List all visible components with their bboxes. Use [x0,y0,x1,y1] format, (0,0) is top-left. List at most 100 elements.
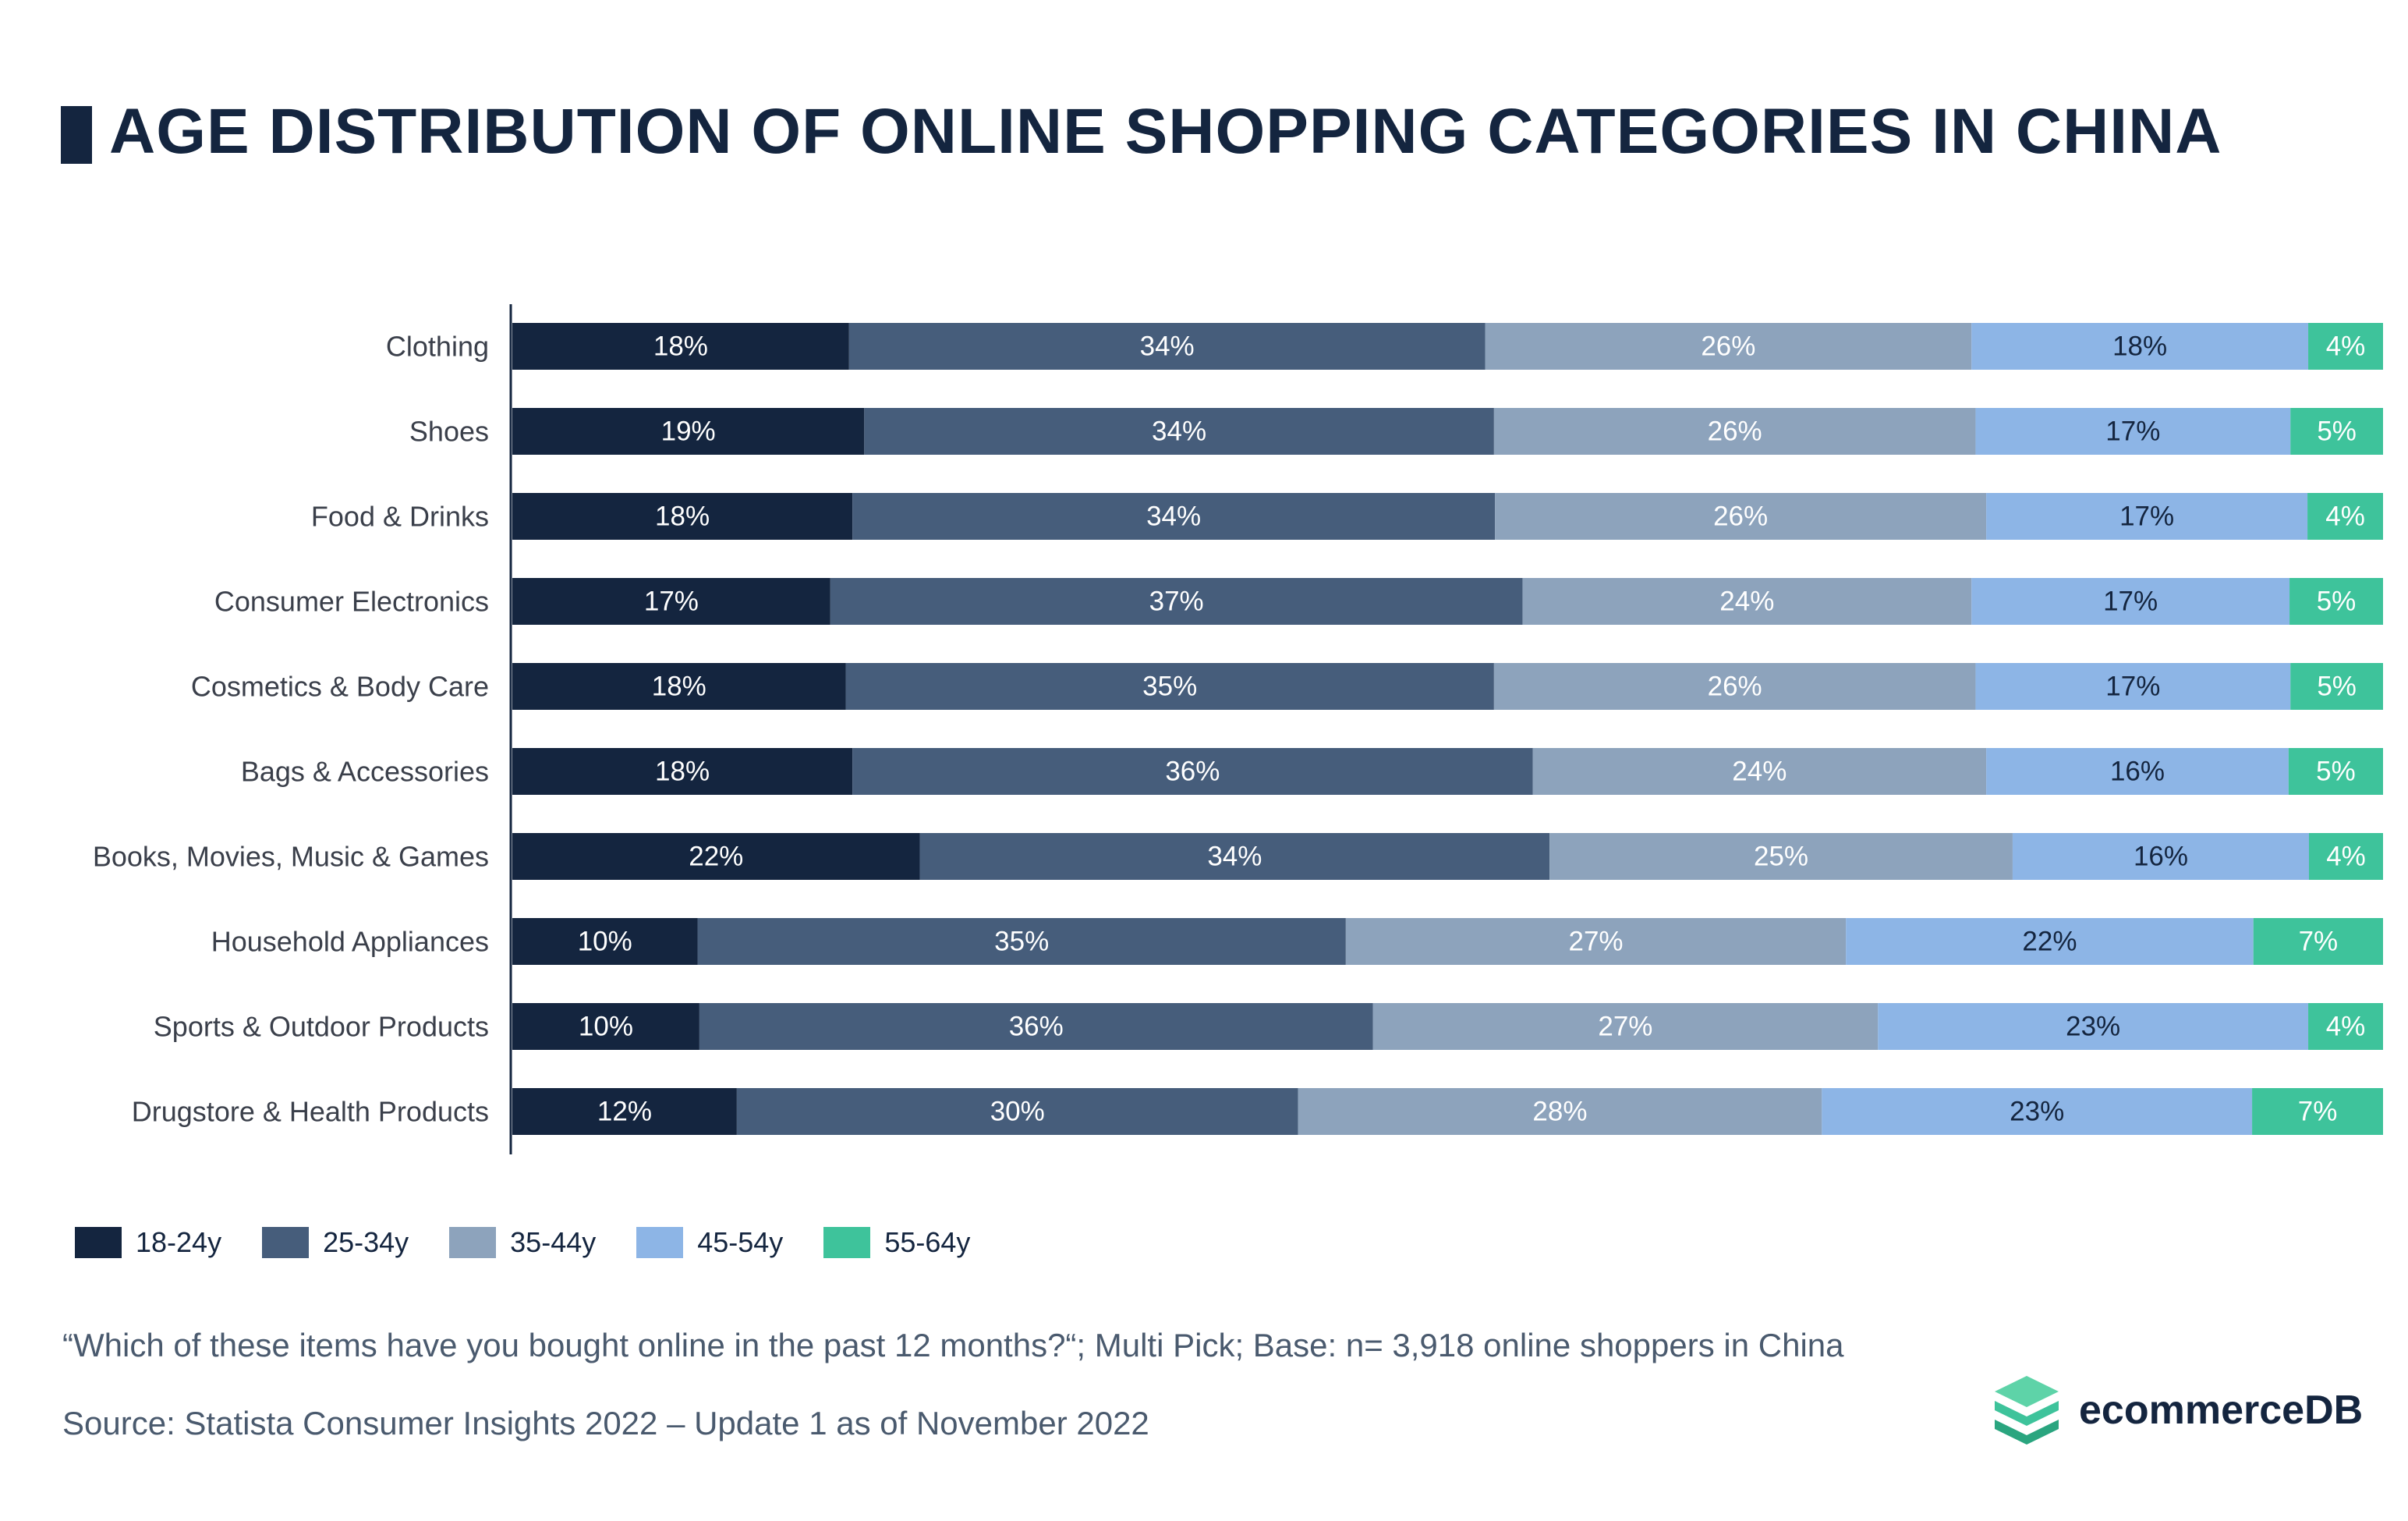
bar-segment [2288,748,2383,795]
bar-segment [512,323,849,370]
bar-segment [919,833,1550,880]
data-label: 34% [1152,417,1206,447]
bar-segment [1372,1003,1879,1050]
data-label: 4% [2325,502,2365,532]
data-label: 34% [1146,502,1201,532]
bar-segment [1549,833,2013,880]
legend-item: 18-24y [75,1226,221,1259]
data-label: 18% [655,757,710,787]
bar-segment [852,493,1496,540]
category-label: Drugstore & Health Products [132,1096,489,1128]
category-label: Shoes [409,416,489,448]
data-label: 24% [1732,757,1787,787]
bar-segment [512,493,853,540]
bar-segment [848,323,1486,370]
bar-segment [2012,833,2309,880]
bar-segment [512,748,853,795]
bar-segment [1493,408,1976,455]
bar-segment [1986,748,2289,795]
bar-segment [2308,833,2383,880]
bar-segment [699,1003,1373,1050]
bar-segment [736,1088,1298,1135]
bar-segment [1975,663,2291,710]
data-label: 7% [2299,927,2339,957]
data-label: 10% [578,927,632,957]
data-label: 35% [994,927,1049,957]
data-label: 26% [1708,672,1762,702]
category-label: Books, Movies, Music & Games [93,841,489,873]
legend-swatch [75,1227,122,1258]
bar-segment [2290,408,2383,455]
data-label: 4% [2326,1012,2366,1042]
stacked-layers-logo-icon [1995,1376,2059,1445]
data-label: 26% [1708,417,1762,447]
category-label: Sports & Outdoor Products [154,1011,489,1043]
data-label: 18% [2112,332,2167,362]
bar-segment [1986,493,2308,540]
bar-segment [2308,323,2383,370]
bar-segment [2289,578,2383,625]
bar-segment [1493,663,1976,710]
data-label: 37% [1149,587,1204,617]
bar-segment [845,663,1494,710]
data-label: 25% [1754,842,1808,872]
legend-label: 45-54y [697,1226,784,1258]
category-label: Cosmetics & Body Care [191,671,489,703]
category-label: Clothing [386,331,489,363]
bar-segment [830,578,1523,625]
data-label: 35% [1142,672,1197,702]
source-note: Source: Statista Consumer Insights 2022 … [62,1405,1149,1441]
bar-segment [512,578,830,625]
bar-segment [512,918,698,965]
data-label: 12% [597,1097,652,1127]
legend: 18-24y 25-34y 35-44y 45-54y 55-64y [75,1226,1011,1259]
bar-segment [1522,578,1972,625]
data-label: 16% [2134,842,2188,872]
data-label: 24% [1719,587,1774,617]
data-label: 17% [644,587,699,617]
bar-segment [512,1003,699,1050]
data-label: 27% [1568,927,1623,957]
bar-segment [1298,1088,1822,1135]
stacked-bar-chart: Clothing 18% 34% 26% 18% 4% Shoes 19% 34% 26% 17% 5… [93,304,2383,1154]
bar-segment [2308,1003,2383,1050]
bar-segment [2253,918,2383,965]
title-accent-bar [61,106,92,164]
bar-segment [1485,323,1972,370]
bar-segment [852,748,1533,795]
logo-wordmark: ecommerceDB [2079,1388,2364,1433]
data-label: 5% [2317,587,2357,617]
bar-segment [1878,1003,2309,1050]
category-label: Food & Drinks [311,501,489,533]
category-label: Bags & Accessories [241,756,489,788]
ecommercedb-logo: ecommerceDB [1992,1373,2363,1448]
bars-layer: Clothing 18% 34% 26% 18% 4% Shoes 19% 34% 26% 17% 5… [93,323,2383,1135]
data-label: 22% [689,842,743,872]
data-label: 17% [2119,502,2174,532]
data-label: 28% [1532,1097,1587,1127]
bar-segment [512,833,920,880]
bar-segment [512,408,865,455]
data-label: 7% [2298,1097,2338,1127]
data-label: 19% [661,417,716,447]
data-label: 4% [2326,332,2366,362]
data-label: 17% [2103,587,2158,617]
data-label: 23% [2010,1097,2064,1127]
bar-segment [1975,408,2291,455]
data-label: 26% [1713,502,1768,532]
legend-label: 18-24y [136,1226,222,1258]
bar-segment [2252,1088,2383,1135]
data-label: 17% [2105,417,2160,447]
legend-item: 35-44y [449,1226,596,1259]
bar-segment [864,408,1494,455]
legend-item: 55-64y [823,1226,970,1259]
data-label: 10% [579,1012,633,1042]
data-label: 22% [2022,927,2077,957]
footnote: “Which of these items have you bought on… [62,1327,1844,1363]
bar-segment [1495,493,1987,540]
bar-segment [1846,918,2254,965]
legend-label: 35-44y [510,1226,597,1258]
category-label: Household Appliances [211,926,489,958]
data-label: 30% [990,1097,1045,1127]
data-label: 5% [2316,757,2356,787]
